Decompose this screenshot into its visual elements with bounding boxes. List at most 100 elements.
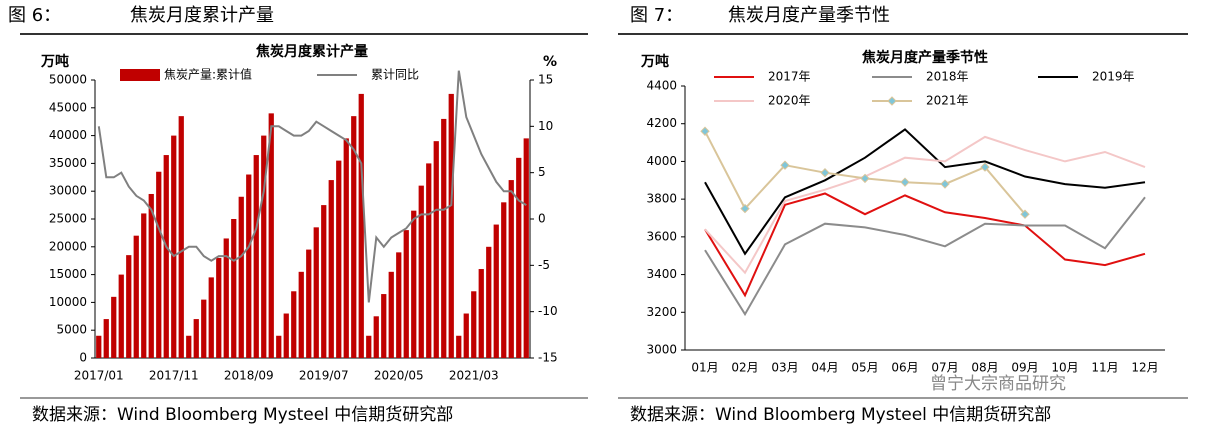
bar: [261, 135, 267, 358]
y-tick-label: 3400: [646, 267, 677, 281]
bar: [268, 113, 274, 358]
x-tick-label: 07月: [931, 361, 958, 375]
x-tick-label: 04月: [811, 361, 838, 375]
y-tick-label: 3200: [646, 305, 677, 319]
bar: [111, 296, 117, 358]
bar: [223, 238, 229, 358]
bar: [358, 93, 364, 359]
legend-label: 2020年: [768, 94, 811, 108]
bar: [178, 116, 184, 358]
marker: [860, 173, 870, 184]
legend-marker: [887, 96, 897, 106]
bar: [426, 163, 432, 358]
x-tick-label: 2019/07: [299, 369, 349, 383]
chart-title: 焦炭月度产量季节性: [861, 49, 988, 66]
x-tick-label: 02月: [731, 361, 758, 375]
legend-label: 焦炭产量:累计值: [164, 67, 252, 82]
bar: [388, 271, 394, 358]
x-tick-label: 10月: [1051, 361, 1078, 375]
x-tick-label: 2017/01: [74, 369, 124, 383]
x-tick-label: 2021/03: [449, 369, 499, 383]
x-tick-label: 09月: [1011, 361, 1038, 375]
bar: [486, 246, 492, 358]
y-tick-label: 10000: [49, 295, 87, 309]
y-tick-label: 4200: [646, 116, 677, 130]
y-tick-label: 3000: [646, 343, 677, 357]
y2-tick-label: 5: [538, 165, 546, 179]
bar: [216, 257, 222, 358]
watermark: 曾宁大宗商品研究: [930, 374, 1066, 394]
y-tick-label: 15000: [49, 267, 87, 281]
marker: [780, 160, 790, 170]
bar: [208, 277, 214, 358]
y-tick-label: 30000: [49, 184, 87, 198]
line: [704, 192, 1146, 298]
x-tick-label: 2020/05: [374, 369, 424, 383]
bar: [336, 160, 342, 358]
bar: [471, 291, 477, 358]
y-tick-label: 20000: [49, 239, 87, 253]
bar: [193, 319, 199, 358]
legend-label: 2017年: [768, 70, 811, 84]
bar: [448, 93, 454, 359]
x-tick-label: 11月: [1091, 361, 1118, 375]
bar: [516, 157, 522, 358]
bar: [411, 210, 417, 358]
line: [704, 196, 1146, 317]
bar: [441, 118, 447, 358]
bar: [298, 271, 304, 358]
marker: [940, 179, 950, 189]
bar: [133, 235, 139, 358]
x-tick-label: 2017/11: [149, 369, 199, 383]
bar: [118, 274, 124, 358]
source: 数据来源：Wind Bloomberg Mysteel 中信期货研究部: [32, 405, 453, 425]
bar: [351, 116, 357, 358]
y-tick-label: 25000: [49, 212, 87, 226]
y-tick-label: 5000: [56, 323, 87, 337]
y-tick-label: 50000: [49, 73, 87, 87]
source: 数据来源：Wind Bloomberg Mysteel 中信期货研究部: [630, 405, 1051, 425]
bar: [306, 249, 312, 358]
bar: [366, 335, 372, 358]
bar: [238, 196, 244, 358]
marker: [1020, 209, 1030, 219]
y-tick-label: 3600: [646, 229, 677, 243]
y2-tick-label: 0: [538, 212, 546, 226]
marker: [740, 203, 750, 214]
bar: [148, 193, 154, 358]
y-tick-label: 35000: [49, 156, 87, 170]
bar: [246, 174, 252, 358]
bar: [478, 269, 484, 358]
bar: [283, 313, 289, 358]
y-axis-label: 万吨: [40, 53, 69, 70]
y2-tick-label: -10: [538, 304, 558, 318]
figure-title: 焦炭月度累计产量: [130, 5, 274, 26]
legend-label: 2019年: [1092, 70, 1135, 84]
marker: [820, 168, 830, 178]
y-axis-label: 万吨: [640, 53, 669, 70]
bar: [231, 219, 237, 358]
bar: [373, 316, 379, 358]
y2-tick-label: 15: [538, 73, 553, 87]
bar: [456, 335, 462, 358]
y2-tick-label: -15: [538, 351, 558, 365]
y-tick-label: 3800: [646, 192, 677, 206]
y-tick-label: 0: [79, 351, 87, 365]
y-tick-label: 4400: [646, 79, 677, 93]
marker: [700, 126, 710, 136]
bar: [508, 180, 514, 358]
bar: [343, 138, 349, 358]
x-tick-label: 12月: [1131, 361, 1158, 375]
y2-axis-label: %: [543, 54, 557, 70]
bar: [396, 252, 402, 358]
figure-title: 焦炭月度产量季节性: [728, 5, 890, 26]
figure-label: 图 7：: [630, 5, 683, 26]
x-tick-label: 08月: [971, 361, 998, 375]
bar: [433, 141, 439, 358]
bar: [418, 185, 424, 358]
bar: [96, 335, 102, 358]
line: [704, 135, 1146, 275]
x-tick-label: 05月: [851, 361, 878, 375]
bar: [156, 171, 162, 358]
